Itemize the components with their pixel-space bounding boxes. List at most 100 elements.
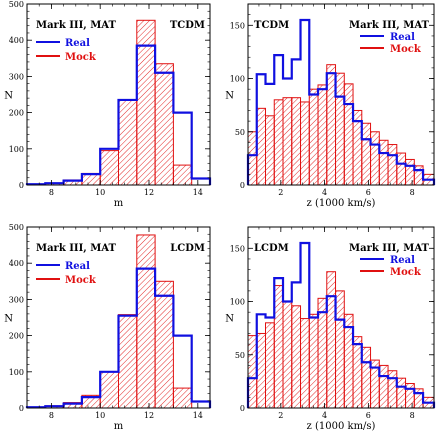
- mock-bar: [387, 370, 398, 409]
- model-label: TCDM: [170, 20, 205, 31]
- mock-bar: [335, 290, 345, 409]
- real-histogram-line: [25, 44, 212, 186]
- mock-bar: [265, 322, 275, 409]
- mock-bar: [300, 101, 310, 186]
- y-tick-label: 0: [19, 181, 24, 190]
- mock-bar: [361, 122, 372, 186]
- y-tick-label: 100: [9, 368, 24, 377]
- y-axis-label: N: [4, 314, 13, 325]
- y-tick-label: 100: [230, 75, 245, 84]
- x-axis-label: m: [114, 421, 124, 432]
- legend-mock-label: Mock: [390, 44, 422, 55]
- mock-bar: [256, 332, 267, 409]
- mock-bar: [118, 99, 138, 186]
- x-tick-label: 12: [144, 411, 154, 420]
- mock-bar: [256, 107, 267, 186]
- mock-bar: [282, 301, 293, 409]
- y-tick-label: 300: [9, 72, 24, 81]
- y-tick-label: 500: [9, 0, 24, 9]
- panel-4: 0 50 100 150 2 4 6 8 z (1000 km/s) N LCDM Mark III,…: [225, 226, 436, 432]
- mock-bar: [265, 115, 275, 186]
- mock-bar: [308, 313, 319, 409]
- mock-bar: [378, 139, 389, 186]
- mock-bar: [154, 280, 174, 409]
- x-tick-label: 8: [49, 411, 54, 420]
- model-label: LCDM: [254, 243, 289, 254]
- y-tick-label: 200: [9, 332, 24, 341]
- y-tick-label: 100: [230, 298, 245, 307]
- mock-bar: [326, 271, 337, 409]
- mock-bar: [370, 131, 380, 186]
- x-axis-label: z (1000 km/s): [307, 421, 376, 432]
- y-axis-label: N: [225, 314, 234, 325]
- legend-real-label: Real: [390, 255, 415, 266]
- mock-bar: [136, 234, 156, 409]
- plot-frame: [247, 226, 435, 409]
- x-tick-label: 2: [278, 188, 283, 197]
- mock-bar: [317, 84, 328, 186]
- plot-frame: [26, 3, 211, 186]
- x-tick-label: 4: [322, 188, 327, 197]
- mock-bar: [405, 383, 415, 409]
- mock-bar: [273, 99, 284, 186]
- y-tick-label: 400: [9, 36, 24, 45]
- real-histogram-line: [246, 18, 436, 185]
- mock-bar: [154, 63, 174, 186]
- mock-bar: [317, 297, 328, 409]
- y-tick-label: 50: [235, 351, 245, 360]
- x-tick-label: 4: [322, 411, 327, 420]
- x-tick-label: 8: [49, 188, 54, 197]
- y-tick-label: 0: [240, 181, 245, 190]
- x-tick-label: 8: [410, 411, 415, 420]
- x-axis-label: m: [114, 198, 124, 209]
- y-tick-label: 50: [235, 128, 245, 137]
- model-label: LCDM: [170, 243, 205, 254]
- y-tick-label: 150: [230, 244, 245, 253]
- mock-bar: [247, 131, 258, 186]
- mock-bar: [335, 72, 345, 186]
- y-tick-label: 400: [9, 259, 24, 268]
- plot-frame: [26, 226, 211, 409]
- y-tick-label: 300: [9, 295, 24, 304]
- survey-label: Mark III, MAT: [36, 243, 117, 254]
- y-tick-label: 500: [9, 223, 24, 232]
- mock-bar: [300, 318, 310, 409]
- legend-mock-label: Mock: [65, 52, 97, 63]
- x-tick-label: 10: [95, 188, 105, 197]
- panel-2: 0 50 100 150 2 4 6 8 z (1000 km/s) N TCDM Mark III,…: [225, 3, 436, 209]
- y-axis-label: N: [4, 91, 13, 102]
- legend-real-label: Real: [65, 38, 90, 49]
- legend-real-label: Real: [65, 261, 90, 272]
- x-tick-label: 14: [193, 188, 203, 197]
- y-tick-label: 200: [9, 109, 24, 118]
- y-tick-label: 150: [230, 21, 245, 30]
- y-axis-label: N: [225, 91, 234, 102]
- survey-label: Mark III, MAT: [36, 20, 117, 31]
- mock-bar: [396, 152, 407, 186]
- mock-bar: [413, 388, 424, 409]
- legend-real-label: Real: [390, 32, 415, 43]
- mock-bar: [378, 364, 389, 409]
- mock-bar: [291, 305, 302, 409]
- mock-bar: [291, 97, 302, 186]
- mock-bar: [361, 346, 372, 409]
- model-label: TCDM: [254, 20, 289, 31]
- legend-mock-label: Mock: [65, 275, 97, 286]
- panel-3: 0 100 200 300 400 500 8 10 12 14 m N Mark III, MAT LC…: [4, 223, 212, 432]
- mock-bar: [172, 387, 193, 409]
- x-tick-label: 6: [366, 411, 371, 420]
- x-tick-label: 14: [193, 411, 203, 420]
- plot-frame: [247, 3, 435, 186]
- mock-bar: [352, 336, 363, 409]
- x-tick-label: 12: [144, 188, 154, 197]
- x-tick-label: 6: [366, 188, 371, 197]
- mock-bar: [343, 313, 354, 409]
- real-histogram-line: [246, 241, 436, 408]
- mock-bar: [282, 97, 293, 186]
- x-tick-label: 2: [278, 411, 283, 420]
- mock-bar: [273, 285, 284, 409]
- mock-bar: [413, 165, 424, 186]
- mock-bar: [405, 158, 415, 186]
- mock-bar: [396, 377, 407, 409]
